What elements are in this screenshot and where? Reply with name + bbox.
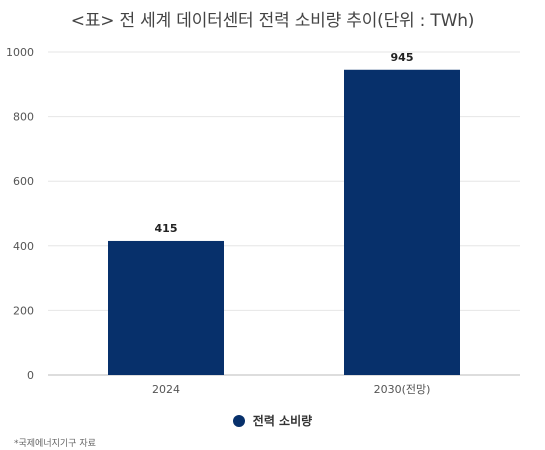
data-label: 415 [155,222,178,235]
legend-marker [232,414,245,427]
y-tick-label: 200 [13,304,34,317]
legend: 전력 소비량 [0,412,545,429]
x-tick-label: 2024 [152,383,180,396]
chart-title: <표> 전 세계 데이터센터 전력 소비량 추이(단위 : TWh) [70,11,475,31]
y-tick-label: 1000 [6,46,34,59]
data-label: 945 [391,51,414,64]
bar [344,69,460,375]
x-tick-label: 2030(전망) [374,383,431,396]
y-tick-label: 400 [13,240,34,253]
y-tick-label: 0 [27,369,34,382]
bar [108,240,224,375]
y-tick-label: 800 [13,111,34,124]
y-tick-label: 600 [13,175,34,188]
source-note: *국제에너지기구 자료 [14,439,96,449]
legend-label: 전력 소비량 [252,414,313,428]
